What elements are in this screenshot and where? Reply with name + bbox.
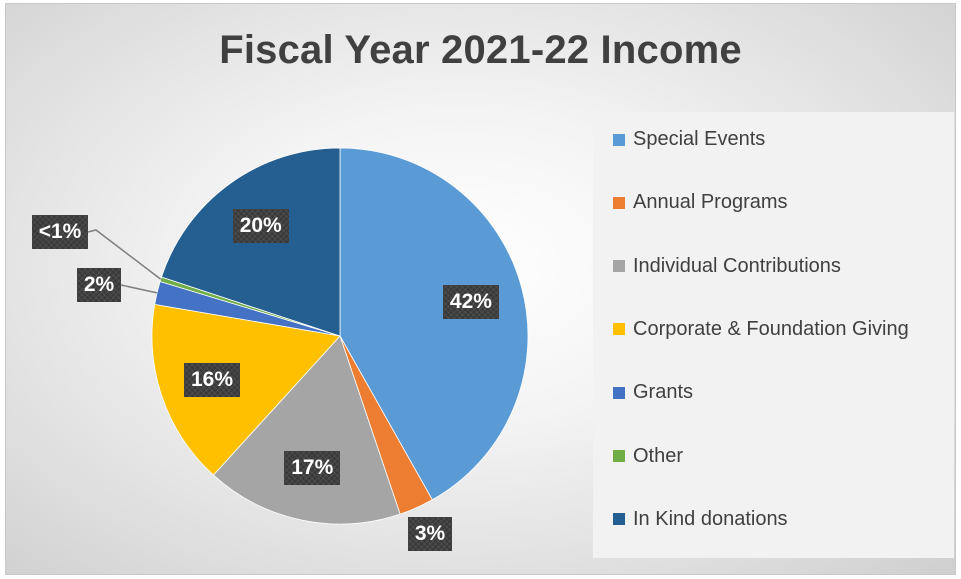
legend-swatch	[613, 133, 625, 146]
data-label-in-kind-donations: 20%	[232, 209, 289, 244]
legend-swatch	[613, 450, 625, 462]
legend-label: Individual Contributions	[633, 254, 841, 277]
legend-swatch	[613, 196, 625, 209]
data-label-other: <1%	[32, 215, 88, 249]
legend-item-grants: Grants	[613, 381, 693, 404]
legend-item-in-kind-donations: In Kind donations	[613, 508, 788, 531]
leader-line	[87, 229, 162, 280]
legend-item-individual-contributions: Individual Contributions	[613, 255, 841, 278]
data-label-corporate-and-foundation-giving: 16%	[184, 363, 241, 398]
legend-item-annual-programs: Annual Programs	[613, 191, 788, 214]
pie-slice-corporate-and-foundation-giving	[151, 303, 341, 476]
legend-label: In Kind donations	[633, 507, 788, 530]
legend-swatch	[613, 386, 625, 399]
legend-label: Annual Programs	[633, 191, 788, 214]
legend: Special Events Annual Programs Individual …	[593, 112, 954, 558]
legend-label: Corporate & Foundation Giving	[633, 317, 909, 340]
legend-item-corporate-and-foundation-giving: Corporate & Foundation Giving	[613, 318, 909, 341]
data-label-individual-contributions: 17%	[284, 451, 341, 486]
legend-swatch	[613, 323, 625, 336]
pie-slice-individual-contributions	[212, 335, 401, 525]
legend-item-special-events: Special Events	[613, 128, 765, 151]
data-label-grants: 2%	[77, 268, 121, 302]
pie-slice-special-events	[339, 147, 529, 501]
legend-label: Other	[633, 444, 684, 467]
leader-line	[120, 284, 158, 294]
legend-label: Grants	[633, 381, 694, 404]
data-label-special-events: 42%	[442, 284, 499, 319]
legend-label: Special Events	[633, 128, 766, 150]
data-label-annual-programs: 3%	[408, 517, 452, 551]
legend-swatch	[613, 513, 625, 526]
chart-title: Fiscal Year 2021-22 Income	[219, 28, 742, 72]
legend-swatch	[613, 260, 625, 273]
legend-item-other: Other	[613, 445, 683, 468]
